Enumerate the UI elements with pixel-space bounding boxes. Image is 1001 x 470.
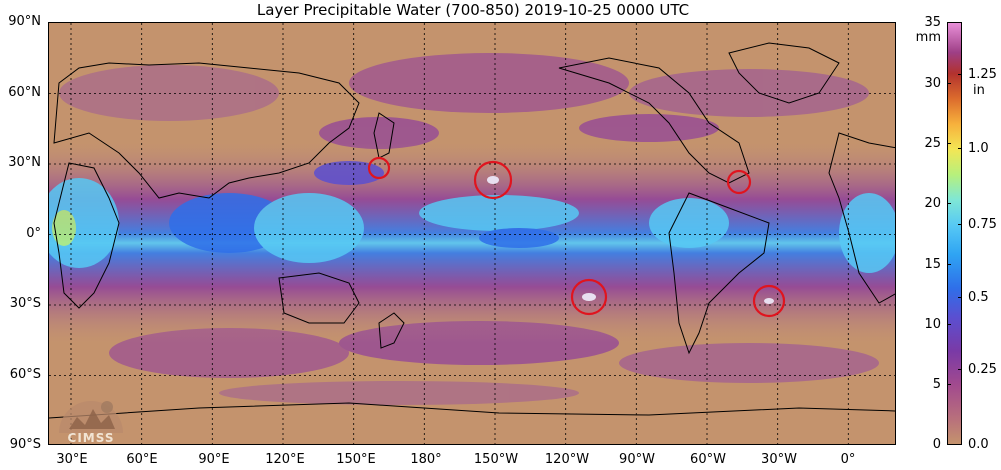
logo-text: CIMSS [67,431,115,445]
red-circle-4 [570,278,608,316]
lon-label-30e: 30°E [56,452,88,467]
colorbar-tick [947,203,951,204]
colorbar-mm-15: 15 [924,257,941,272]
colorbar-tick [958,224,962,225]
map-panel: CIMSS [48,22,896,445]
lon-label-0: 0° [840,452,856,467]
lon-label-150e: 150°E [336,452,376,467]
lon-label-90e: 90°E [198,452,230,467]
lon-label-90w: 90°W [619,452,655,467]
coastlines [49,42,895,419]
colorbar-mm-0: 0 [932,437,941,452]
colorbar-tick [947,324,951,325]
lon-label-60w: 60°W [690,452,726,467]
colorbar-tick [958,148,962,149]
lat-label-60s: 60°S [9,367,41,382]
red-circle-2 [473,160,513,200]
colorbar-in-0.0: 0.0 [968,437,989,452]
colorbar-mm-25: 25 [924,136,941,151]
colorbar-tick [947,384,951,385]
colorbar-tick [947,83,951,84]
red-circle-5 [752,284,786,318]
lon-label-120e: 120°E [265,452,305,467]
lon-label-60e: 60°E [126,452,158,467]
red-circle-1 [367,156,391,180]
colorbar-tick [958,297,962,298]
cimss-globe-icon [59,401,123,433]
lat-label-60n: 60°N [8,85,41,100]
graticule [49,23,895,444]
colorbar-unit-in: in [973,83,985,98]
lat-label-30n: 30°N [8,155,41,170]
colorbar-tick [958,74,962,75]
colorbar-in-0.25: 0.25 [968,362,997,377]
lat-label-90n: 90°N [8,14,41,29]
lat-label-90s: 90°S [9,437,41,452]
colorbar-tick [947,264,951,265]
colorbar-unit-mm: mm [915,30,941,45]
colorbar-in-1.25: 1.25 [968,67,997,82]
colorbar-in-0.75: 0.75 [968,217,997,232]
colorbar-mm-10: 10 [924,317,941,332]
colorbar [947,22,962,445]
highlight-circles [367,156,786,318]
moist-patches [49,161,895,273]
colorbar-in-1.0: 1.0 [968,141,989,156]
lon-label-180: 180° [410,452,442,467]
lon-label-30w: 30°W [761,452,797,467]
colorbar-tick [958,369,962,370]
lon-label-120w: 120°W [544,452,590,467]
colorbar-in-0.5: 0.5 [968,290,989,305]
lon-label-150w: 150°W [473,452,519,467]
colorbar-mm-20: 20 [924,196,941,211]
missing-data-patches [487,176,774,304]
red-circle-3 [726,169,752,195]
lat-label-30s: 30°S [9,296,41,311]
precipitable-water-map [49,23,895,444]
colorbar-mm-5: 5 [932,377,941,392]
colorbar-tick [947,143,951,144]
cimss-logo: CIMSS [53,389,129,445]
chart-title: Layer Precipitable Water (700-850) 2019-… [256,1,690,19]
lat-label-eq: 0° [26,226,41,241]
tropical-moisture-band [49,143,895,343]
colorbar-mm-35: 35 [924,15,941,30]
colorbar-mm-30: 30 [924,76,941,91]
